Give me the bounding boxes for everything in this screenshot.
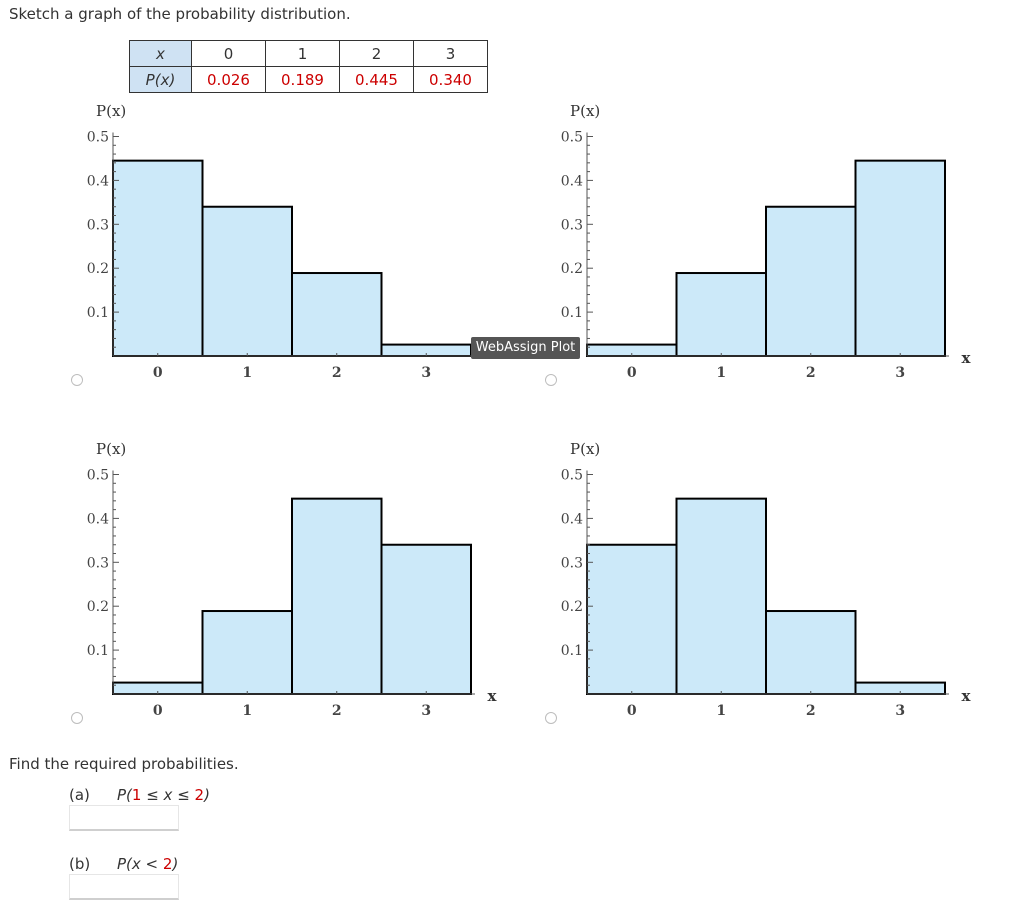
question-b-label: (b) [69, 855, 91, 873]
question-a-upper: 2 [194, 786, 205, 804]
table-header-p: P(x) [129, 66, 192, 93]
x-axis-label: x [488, 687, 498, 705]
y-tick-label: 0.3 [87, 555, 109, 571]
find-probabilities-text: Find the required probabilities. [9, 755, 239, 773]
radio-option-c[interactable] [71, 712, 83, 724]
question-a-close: ) [204, 786, 210, 804]
table-cell-p: 0.026 [191, 66, 266, 93]
y-tick-label: 0.2 [561, 599, 583, 615]
graph-option-c: 0.1 0.2 0.3 0.4 0.5 0 1 2 3 P(x) x [87, 440, 498, 719]
answer-input-a[interactable] [69, 805, 179, 831]
graph-option-d: 0.1 0.2 0.3 0.4 0.5 0 1 2 3 P(x) x [561, 440, 972, 719]
x-axis-label: x [962, 349, 972, 367]
y-tick-label: 0.4 [87, 173, 109, 189]
y-tick-label: 0.2 [87, 261, 109, 277]
y-tick-label: 0.2 [561, 261, 583, 277]
x-tick-label: 0 [153, 365, 163, 381]
table-cell-x: 0 [191, 40, 266, 67]
y-tick-label: 0.1 [561, 305, 583, 321]
table-cell-p: 0.445 [339, 66, 414, 93]
x-tick-label: 2 [806, 365, 816, 381]
table-row-x: x 0 1 2 3 [129, 40, 488, 67]
x-tick-label: 2 [332, 365, 342, 381]
answer-input-b[interactable] [69, 874, 179, 900]
graph-option-a: 0.1 0.2 0.3 0.4 0.5 0 1 2 3 P(x) [87, 102, 475, 381]
graph-option-b: 0.1 0.2 0.3 0.4 0.5 0 1 2 3 P(x) x [561, 102, 972, 381]
table-cell-p: 0.189 [265, 66, 340, 93]
y-axis-label: P(x) [570, 440, 600, 458]
y-axis-label: P(x) [570, 102, 600, 120]
radio-option-a[interactable] [71, 374, 83, 386]
question-a-op: ≤ x ≤ [141, 786, 195, 804]
question-prompt: Sketch a graph of the probability distri… [9, 5, 351, 23]
webassign-plot-tooltip: WebAssign Plot [471, 337, 580, 359]
table-cell-p: 0.340 [413, 66, 488, 93]
table-cell-x: 2 [339, 40, 414, 67]
x-tick-label: 1 [242, 365, 252, 381]
distribution-table: x 0 1 2 3 P(x) 0.026 0.189 0.445 0.340 [129, 40, 488, 93]
table-cell-x: 3 [413, 40, 488, 67]
chart-bar [201, 205, 293, 357]
y-tick-label: 0.4 [87, 511, 109, 527]
x-tick-label: 3 [895, 703, 905, 719]
table-cell-x: 1 [265, 40, 340, 67]
x-tick-label: 3 [421, 703, 431, 719]
x-tick-label: 1 [242, 703, 252, 719]
x-tick-label: 1 [716, 703, 726, 719]
x-tick-label: 0 [627, 703, 637, 719]
x-tick-label: 0 [627, 365, 637, 381]
chart-bar [201, 610, 293, 696]
chart-bar [586, 543, 678, 695]
question-b: (b) P(x < 2) [69, 855, 178, 873]
chart-bar [675, 497, 767, 695]
y-tick-label: 0.1 [87, 643, 109, 659]
chart-bar [765, 610, 857, 696]
y-tick-label: 0.5 [87, 130, 109, 146]
chart-bar [765, 205, 857, 357]
chart-bar [380, 543, 472, 695]
y-tick-label: 0.1 [561, 643, 583, 659]
radio-option-d[interactable] [545, 712, 557, 724]
question-a-open: P( [117, 786, 132, 804]
y-tick-label: 0.3 [561, 217, 583, 233]
x-tick-label: 2 [806, 703, 816, 719]
chart-bar [291, 272, 383, 358]
x-tick-label: 3 [421, 365, 431, 381]
y-tick-label: 0.3 [87, 217, 109, 233]
radio-option-b[interactable] [545, 374, 557, 386]
y-tick-label: 0.5 [87, 468, 109, 484]
chart-bar [675, 272, 767, 358]
x-tick-label: 1 [716, 365, 726, 381]
chart-bar [112, 159, 204, 357]
x-tick-label: 3 [895, 365, 905, 381]
question-a: (a) P(1 ≤ x ≤ 2) [69, 786, 210, 804]
y-tick-label: 0.1 [87, 305, 109, 321]
x-tick-label: 2 [332, 703, 342, 719]
y-axis-label: P(x) [96, 440, 126, 458]
question-a-lower: 1 [131, 786, 142, 804]
y-tick-label: 0.5 [561, 130, 583, 146]
y-tick-label: 0.3 [561, 555, 583, 571]
chart-bar [854, 159, 946, 357]
question-a-label: (a) [69, 786, 90, 804]
question-b-close: ) [172, 855, 179, 873]
table-header-x: x [129, 40, 192, 67]
x-tick-label: 0 [153, 703, 163, 719]
y-tick-label: 0.4 [561, 173, 583, 189]
y-tick-label: 0.4 [561, 511, 583, 527]
y-tick-label: 0.5 [561, 468, 583, 484]
chart-bar [291, 497, 383, 695]
y-axis-label: P(x) [96, 102, 126, 120]
question-b-value: 2 [162, 855, 173, 873]
x-axis-label: x [962, 687, 972, 705]
y-tick-label: 0.2 [87, 599, 109, 615]
question-b-open: P(x < [117, 855, 163, 873]
table-row-p: P(x) 0.026 0.189 0.445 0.340 [129, 66, 488, 93]
